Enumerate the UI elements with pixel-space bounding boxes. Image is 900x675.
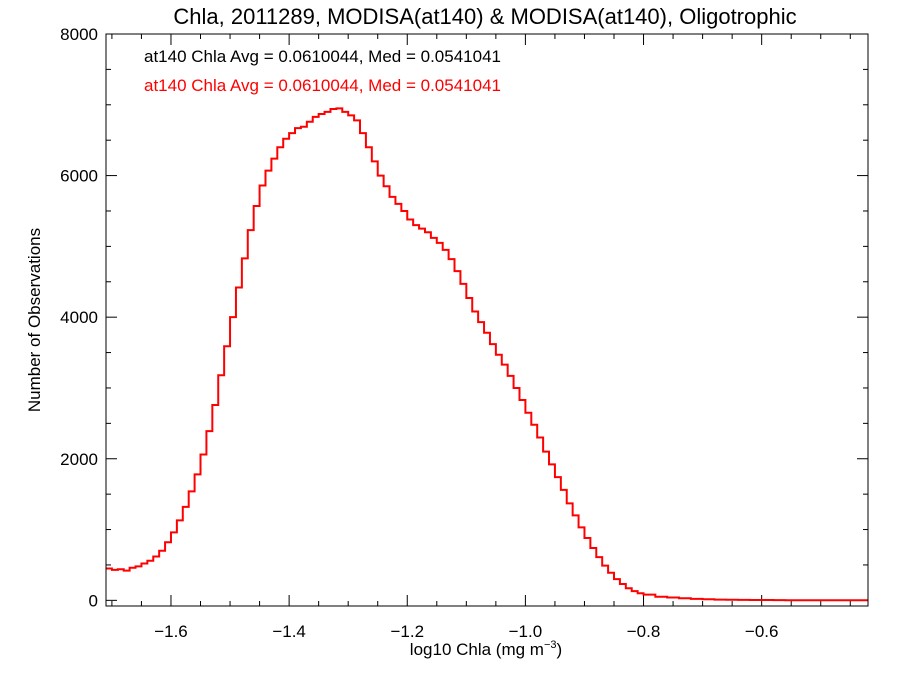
y-tick-label: 8000 <box>60 25 98 44</box>
x-tick-label: −1.0 <box>509 622 543 641</box>
x-tick-label: −1.4 <box>272 622 306 641</box>
y-tick-label: 0 <box>89 591 98 610</box>
x-tick-label: −1.2 <box>390 622 424 641</box>
x-tick-label: −0.8 <box>627 622 661 641</box>
x-axis-label-main: log10 Chla (mg m <box>410 640 544 659</box>
y-tick-label: 4000 <box>60 308 98 327</box>
y-axis-label: Number of Observations <box>25 228 44 412</box>
y-tick-label: 2000 <box>60 450 98 469</box>
annotation-red: at140 Chla Avg = 0.0610044, Med = 0.0541… <box>144 76 501 95</box>
y-tick-labels: 0 2000 4000 6000 8000 <box>60 25 98 610</box>
x-tick-labels: −1.6 −1.4 −1.2 −1.0 −0.8 −0.6 <box>154 622 778 641</box>
plot-frame <box>105 33 869 607</box>
annotation-black: at140 Chla Avg = 0.0610044, Med = 0.0541… <box>144 47 501 66</box>
x-tick-label: −1.6 <box>154 622 188 641</box>
x-axis-label-close: ) <box>557 640 563 659</box>
x-axis-label-superscript: −3 <box>544 639 557 651</box>
x-tick-label: −0.6 <box>745 622 779 641</box>
y-tick-label: 6000 <box>60 167 98 186</box>
histogram-series-line <box>106 107 868 602</box>
x-axis-label: log10 Chla (mg m−3) <box>410 639 562 659</box>
chart-title: Chla, 2011289, MODISA(at140) & MODISA(at… <box>173 4 796 29</box>
